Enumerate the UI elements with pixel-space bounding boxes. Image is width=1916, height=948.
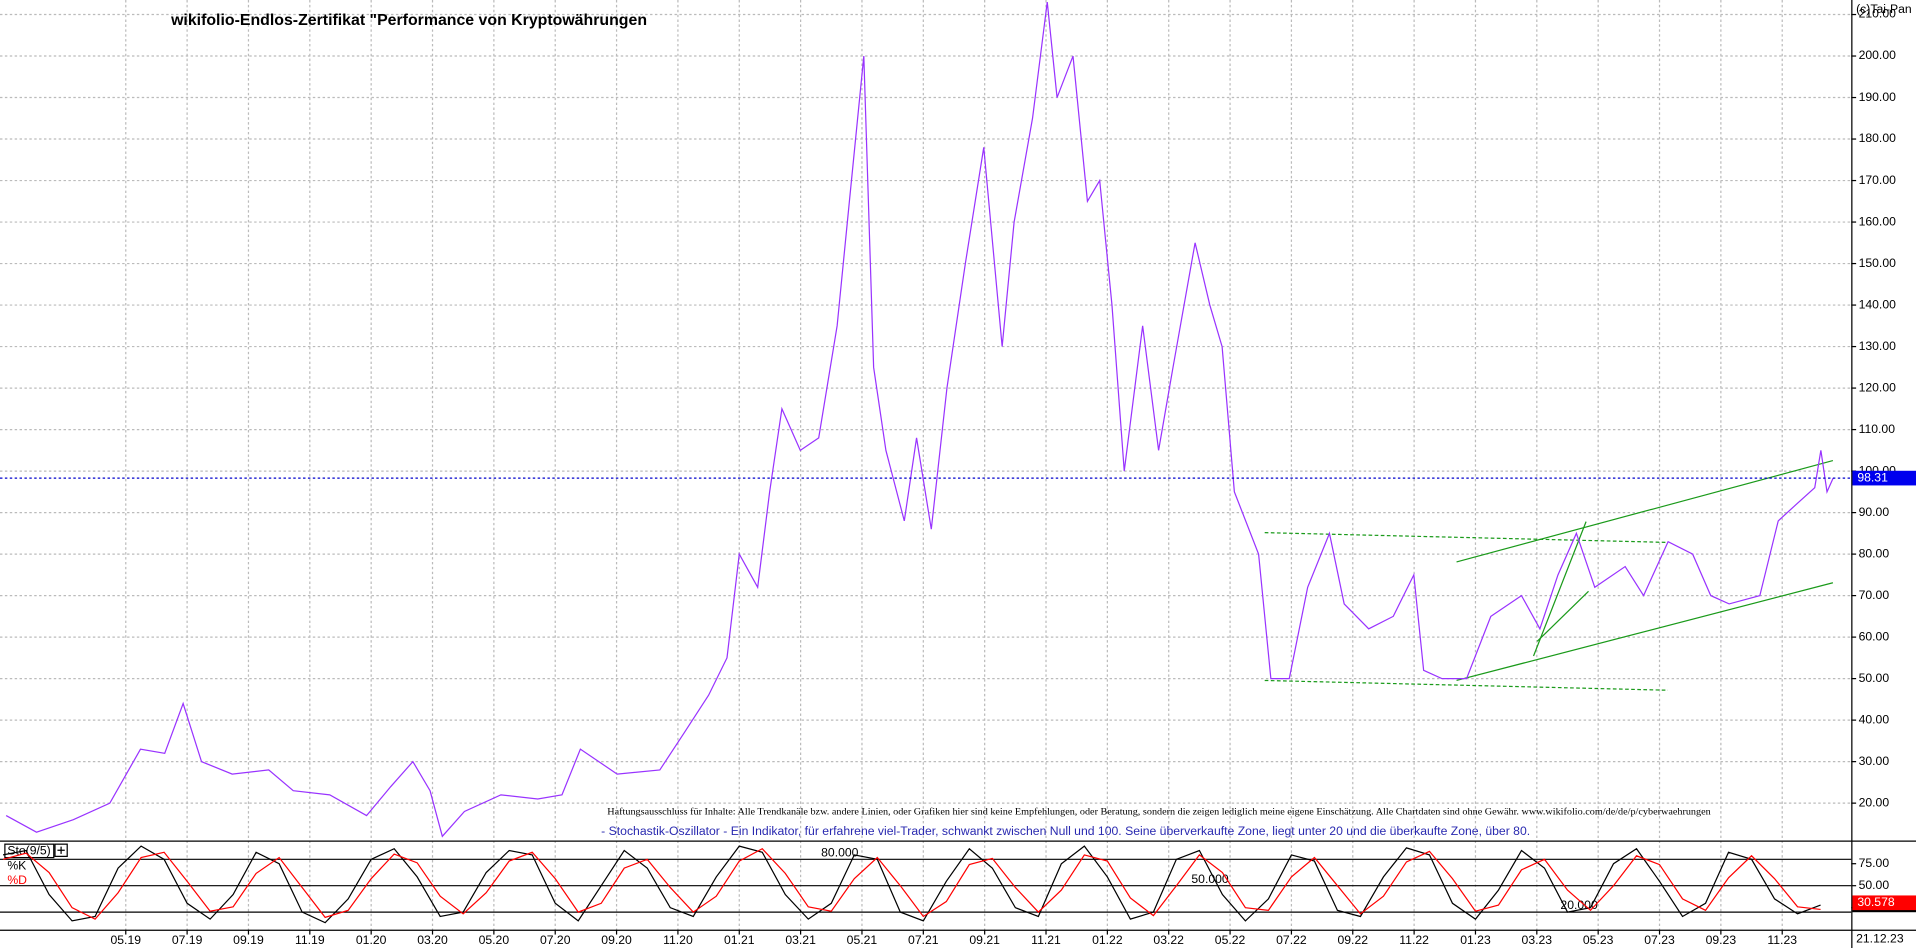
y-tick-label: 80.00: [1859, 546, 1890, 560]
x-tick-label: 01.21: [724, 933, 755, 947]
x-tick-label: 07.23: [1644, 933, 1675, 947]
y-tick-label: 110.00: [1859, 422, 1896, 436]
y-tick-label: 60.00: [1859, 629, 1890, 643]
last-value-label: 30.578: [1857, 895, 1895, 909]
x-tick-label: 03.22: [1153, 933, 1184, 947]
x-tick-label: 07.22: [1276, 933, 1307, 947]
y-tick-label: 70.00: [1859, 588, 1890, 602]
y-tick-label: 30.00: [1859, 754, 1890, 768]
trend-line: [1456, 582, 1834, 682]
x-tick-label: 01.20: [356, 933, 387, 947]
indicator-title: Sto(9/5): [7, 844, 50, 858]
x-tick-label: 09.20: [601, 933, 632, 947]
last-value-box: [1852, 470, 1916, 486]
y-tick-label: 75.00: [1859, 856, 1890, 870]
data-line: [5, 2, 1834, 838]
x-tick-label: 05.21: [847, 933, 878, 947]
y-tick-label: 50.00: [1859, 878, 1890, 892]
x-tick-label: 07.21: [908, 933, 939, 947]
grid: [0, 0, 1852, 930]
trend-line: [1456, 459, 1834, 563]
y-tick-label: 20.00: [1859, 795, 1890, 809]
x-tick-label: 11.20: [663, 933, 693, 947]
y-tick-label: 40.00: [1859, 712, 1890, 726]
level-label: 80.000: [821, 845, 859, 859]
x-tick-label: 03.21: [785, 933, 816, 947]
indicator-note: - Stochastik-Oszillator - Ein Indikator,…: [601, 824, 1530, 838]
y-tick-label: 190.00: [1859, 90, 1897, 104]
channel-line: [1264, 679, 1668, 691]
chart-title: wikifolio-Endlos-Zertifikat "Performance…: [170, 12, 647, 29]
x-tick-label: 05.19: [110, 933, 141, 947]
x-tick-label: 05.23: [1583, 933, 1614, 947]
y-tick-label: 180.00: [1859, 131, 1897, 145]
x-tick-label: 03.23: [1522, 933, 1553, 947]
legend-label: %K: [7, 858, 26, 872]
channel-line: [1264, 532, 1668, 544]
expand-icon: [57, 846, 65, 854]
x-tick-label: 09.21: [969, 933, 1000, 947]
x-tick-label: 05.20: [479, 933, 510, 947]
y-tick-label: 120.00: [1859, 380, 1897, 394]
x-tick-label: 09.19: [233, 933, 264, 947]
x-tick-label: 07.20: [540, 933, 571, 947]
last-value-label: 98.31: [1857, 470, 1888, 484]
x-tick-label: 09.22: [1337, 933, 1368, 947]
y-tick-label: 160.00: [1859, 214, 1897, 228]
x-tick-label: 01.23: [1460, 933, 1491, 947]
y-tick-label: 150.00: [1859, 256, 1897, 270]
y-tick-label: 210.00: [1859, 7, 1897, 21]
y-tick-label: 170.00: [1859, 173, 1897, 187]
x-tick-label: 11.21: [1031, 933, 1061, 947]
x-tick-label: 07.19: [172, 933, 203, 947]
credit: (c)Tai-Pan: [1856, 2, 1912, 16]
y-tick-label: 140.00: [1859, 297, 1897, 311]
legend-label: %D: [7, 873, 27, 887]
data-line: [2, 847, 1821, 920]
x-tick-label: 11.23: [1767, 933, 1797, 947]
data-line: [2, 845, 1821, 924]
trend-lines: [1264, 459, 1834, 691]
x-tick-label: 11.22: [1399, 933, 1429, 947]
x-tick-label: 09.23: [1706, 933, 1737, 947]
trend-line: [1532, 521, 1587, 657]
y-tick-label: 90.00: [1859, 505, 1890, 519]
date-label: 21.12.23: [1856, 932, 1904, 946]
x-tick-label: 03.20: [417, 933, 448, 947]
y-tick-label: 130.00: [1859, 339, 1897, 353]
x-tick-label: 11.19: [295, 933, 325, 947]
last-value-box: [1852, 895, 1916, 911]
y-tick-label: 200.00: [1859, 48, 1897, 62]
x-tick-label: 05.22: [1215, 933, 1246, 947]
disclaimer: Haftungsausschluss für Inhalte: Alle Tre…: [607, 807, 1711, 818]
x-tick-label: 01.22: [1092, 933, 1123, 947]
y-tick-label: 50.00: [1859, 671, 1890, 685]
level-label: 50.000: [1191, 872, 1229, 886]
trend-line: [1536, 590, 1589, 642]
